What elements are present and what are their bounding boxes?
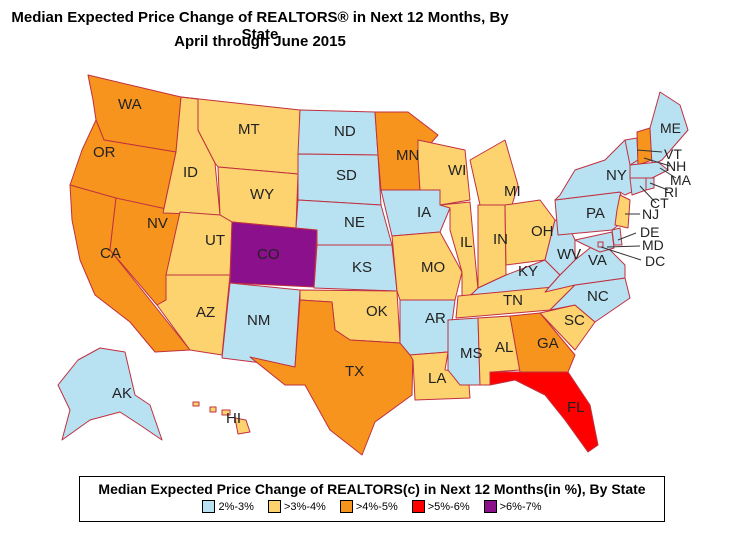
state-label-PA: PA — [586, 205, 605, 222]
legend-label: 2%-3% — [218, 500, 254, 513]
state-label-SC: SC — [564, 312, 585, 329]
state-label-MI: MI — [504, 183, 521, 200]
state-label-LA: LA — [428, 370, 446, 387]
state-label-RI: RI — [664, 184, 678, 200]
state-label-DE: DE — [640, 224, 659, 240]
state-label-NH: NH — [666, 158, 686, 174]
state-label-AL: AL — [495, 339, 513, 356]
state-label-ME: ME — [660, 120, 681, 136]
state-MA — [629, 161, 669, 179]
state-label-OK: OK — [366, 303, 388, 320]
state-label-TN: TN — [503, 292, 523, 309]
state-AR — [399, 299, 456, 356]
state-label-AR: AR — [425, 310, 446, 327]
state-label-CT: CT — [650, 195, 669, 211]
leader-lines — [600, 149, 677, 261]
legend-label: >4%-5% — [355, 500, 398, 513]
state-label-NM: NM — [247, 312, 270, 329]
state-label-UT: UT — [205, 232, 225, 249]
state-label-CA: CA — [100, 245, 121, 262]
state-label-FL: FL — [567, 399, 585, 416]
legend-label: >6%-7% — [499, 500, 542, 513]
legend-swatch — [339, 500, 353, 513]
state-label-NC: NC — [587, 288, 609, 305]
legend-item-2-3: 2%-3% — [202, 500, 254, 513]
state-label-KY: KY — [518, 263, 538, 280]
state-label-GA: GA — [537, 335, 559, 352]
state-HI — [192, 401, 251, 435]
state-label-WA: WA — [118, 96, 142, 113]
legend-label: >5%-6% — [427, 500, 470, 513]
state-label-IL: IL — [460, 234, 473, 251]
legend-swatch — [202, 500, 216, 513]
state-label-AZ: AZ — [196, 304, 215, 321]
state-CT — [629, 177, 647, 196]
state-label-IA: IA — [417, 204, 431, 221]
state-TX — [249, 299, 414, 456]
state-label-WV: WV — [557, 246, 581, 263]
state-label-HI: HI — [226, 410, 241, 427]
legend-item-6-7: >6%-7% — [483, 500, 542, 513]
legend-swatch — [411, 500, 425, 513]
state-label-NJ: NJ — [642, 206, 659, 222]
state-MI — [469, 139, 519, 206]
legend-title: Median Expected Price Change of REALTORS… — [98, 481, 646, 497]
state-label-TX: TX — [345, 363, 364, 380]
state-label-ND: ND — [334, 123, 356, 140]
state-label-ID: ID — [183, 164, 198, 181]
state-label-IN: IN — [493, 231, 508, 248]
legend-label: >3%-4% — [283, 500, 326, 513]
state-label-MS: MS — [460, 345, 483, 362]
state-GA — [509, 312, 576, 373]
state-label-DC: DC — [645, 253, 665, 269]
legend-item-5-6: >5%-6% — [411, 500, 470, 513]
state-label-NY: NY — [606, 167, 627, 184]
state-label-VA: VA — [588, 252, 607, 269]
state-label-MT: MT — [238, 121, 260, 138]
legend-swatch — [267, 500, 281, 513]
state-label-WY: WY — [250, 186, 274, 203]
state-label-MN: MN — [396, 147, 419, 164]
state-label-MD: MD — [642, 237, 664, 253]
state-IL — [439, 201, 479, 301]
legend-swatch — [483, 500, 497, 513]
state-DC — [597, 241, 604, 248]
state-NJ — [614, 194, 631, 229]
state-MD — [574, 231, 615, 253]
map-title: Median Expected Price Change of REALTORS… — [11, 9, 509, 43]
state-label-NV: NV — [147, 215, 168, 232]
state-FL — [489, 371, 599, 453]
legend: Median Expected Price Change of REALTORS… — [79, 476, 665, 522]
state-AK — [57, 347, 163, 441]
state-label-KS: KS — [352, 259, 372, 276]
state-label-CO: CO — [257, 246, 280, 263]
state-WI — [417, 139, 471, 206]
state-label-AK: AK — [112, 385, 132, 402]
state-label-WI: WI — [448, 162, 466, 179]
state-label-OH: OH — [531, 223, 554, 240]
state-label-VT: VT — [664, 146, 682, 162]
state-label-OR: OR — [93, 144, 116, 161]
state-label-MO: MO — [421, 259, 445, 276]
state-MS — [447, 317, 481, 386]
map-subtitle: April through June 2015 — [174, 33, 346, 50]
state-label-NE: NE — [344, 214, 365, 231]
state-label-MA: MA — [670, 172, 692, 188]
state-RI — [645, 177, 655, 191]
legend-item-4-5: >4%-5% — [339, 500, 398, 513]
legend-item-3-4: >3%-4% — [267, 500, 326, 513]
state-label-SD: SD — [336, 167, 357, 184]
